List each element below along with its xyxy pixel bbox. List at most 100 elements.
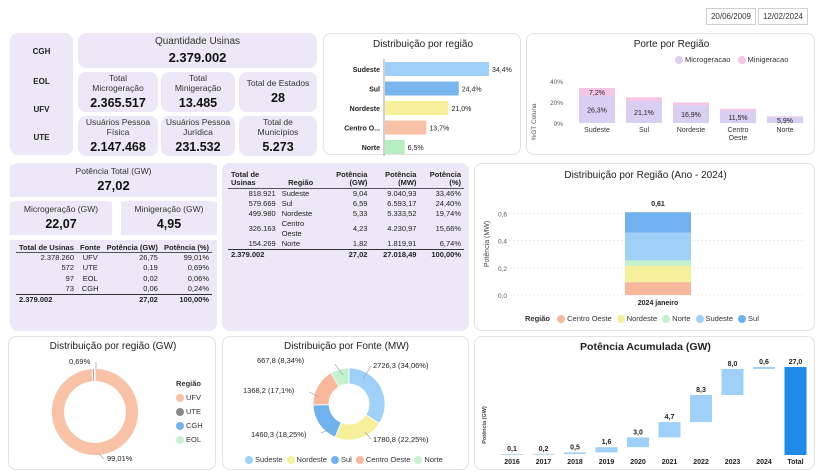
waterfall-bar[interactable]: [658, 422, 681, 438]
col-header[interactable]: Potência (%): [163, 243, 209, 252]
bar[interactable]: [385, 140, 405, 154]
bar-microgeracao[interactable]: [673, 105, 709, 123]
legend-label[interactable]: Nordeste: [626, 314, 658, 323]
legend-label[interactable]: Sul: [340, 455, 352, 464]
data-label: 1460,3 (18,25%): [251, 430, 307, 439]
data-label: 0,1: [507, 446, 517, 453]
waterfall-bar[interactable]: [690, 395, 712, 423]
table-row[interactable]: 73 CGH 0,06 0,24%: [16, 284, 212, 295]
leader-line: [362, 365, 372, 380]
chart-title: Distribuição por Fonte (MW): [283, 341, 410, 352]
bar-microgeracao[interactable]: [579, 95, 615, 123]
legend-label[interactable]: Norte: [424, 455, 443, 464]
col-header[interactable]: Potência (%): [429, 170, 461, 188]
table-cell: 4,23: [352, 223, 368, 233]
waterfall-bar[interactable]: [564, 452, 586, 455]
bar-minigeracao[interactable]: [720, 108, 756, 111]
col-header[interactable]: Total de Usinas: [231, 170, 260, 188]
table-cell: [77, 293, 104, 305]
bar[interactable]: [385, 101, 449, 115]
table-cell: 5.333,52: [387, 208, 417, 218]
col-header[interactable]: Potência (MW): [385, 170, 417, 188]
date-start[interactable]: 20/06/2009: [706, 8, 756, 25]
kpi-qtd-usinas: Quantidade Usinas 2.379.002: [78, 33, 317, 68]
legend-label[interactable]: Centro Oeste: [365, 455, 411, 464]
stack-segment[interactable]: [625, 265, 691, 283]
stack-segment[interactable]: [625, 260, 691, 266]
bar-microgeracao[interactable]: [626, 100, 662, 123]
legend-label[interactable]: Sudeste: [255, 455, 283, 464]
fonte-slicer-item[interactable]: EOL: [33, 77, 50, 86]
waterfall-bar[interactable]: [627, 437, 649, 448]
donut-slice[interactable]: [312, 404, 342, 438]
table-cell: 0,06%: [187, 273, 209, 283]
col-header[interactable]: Potência (GW): [336, 170, 368, 188]
table-row[interactable]: 97 EOL 0,02 0,06%: [16, 274, 212, 284]
stacked-column-chart: %GT Coluna 40% 20% 0% 26,3% 7,2% Sudeste 21,1%…: [531, 79, 803, 142]
fonte-slicer-item[interactable]: CGH: [32, 47, 51, 56]
chart-potencia-acumulada: Potência Acumulada (GW) Potência (GW) 0,…: [474, 336, 815, 470]
table-row[interactable]: 818.921 Sudeste 9,04 9.040,93 33,46%: [228, 188, 464, 199]
donut-slice[interactable]: [51, 368, 139, 456]
kpi-value: 4,95: [156, 216, 182, 231]
kpi-label: Total de Estados: [246, 78, 310, 89]
hbar-chart: Sudeste 34,4% Sul 24,4% Nordeste 21,0% Centro …: [344, 59, 512, 156]
legend-label[interactable]: Sudeste: [705, 314, 734, 323]
table-row[interactable]: 499.980 Nordeste 5,33 5.333,52 19,74%: [228, 209, 464, 219]
legend-item[interactable]: UFV: [176, 391, 203, 405]
bar-microgeracao[interactable]: [720, 110, 756, 123]
table-row[interactable]: 326.163 Centro Oeste 4,23 4.230,97 15,66%: [228, 219, 464, 239]
waterfall-bar[interactable]: [532, 453, 555, 455]
chart-title: Distribuição por região (GW): [49, 341, 177, 352]
legend-item[interactable]: EOL: [176, 433, 203, 447]
stack-segment[interactable]: [625, 212, 691, 233]
table-cell: Norte: [281, 239, 301, 249]
bar-minigeracao[interactable]: [767, 116, 803, 117]
bar-minigeracao[interactable]: [673, 102, 709, 106]
legend-label[interactable]: Nordeste: [296, 455, 327, 464]
fonte-slicer-item[interactable]: UFV: [33, 105, 50, 114]
waterfall-bar[interactable]: [784, 367, 807, 455]
chart-distribuicao-regiao: Distribuição por região Sudeste 34,4% Sul 2…: [323, 33, 521, 156]
col-header[interactable]: Total de Usinas: [19, 243, 74, 252]
table-cell: 99,01%: [183, 253, 209, 263]
waterfall-bar[interactable]: [595, 447, 618, 453]
y-tick-label: 20%: [550, 100, 563, 107]
bar-microgeracao[interactable]: [767, 116, 803, 123]
bar-minigeracao[interactable]: [626, 97, 662, 101]
bar[interactable]: [385, 81, 459, 96]
legend-label[interactable]: Sul: [748, 314, 759, 323]
col-header[interactable]: Região: [288, 178, 314, 188]
stack-segment[interactable]: [625, 232, 691, 261]
table-cell: 4.230,97: [387, 223, 417, 233]
legend-item[interactable]: UTE: [176, 405, 203, 419]
table-row[interactable]: 579.669 Sul 6,59 6.593,17 24,40%: [228, 199, 464, 209]
col-header[interactable]: Potência (GW): [106, 243, 158, 252]
legend-swatch: [286, 456, 295, 465]
kpi-estados: Total de Estados 28: [239, 72, 317, 112]
table-row[interactable]: 2.378.260 UFV 26,75 99,01%: [16, 253, 212, 264]
legend-item[interactable]: CGH: [176, 419, 203, 433]
table-cell: 1.819,91: [387, 239, 417, 249]
bar[interactable]: [385, 62, 489, 76]
waterfall-bar[interactable]: [721, 368, 744, 396]
kpi-label: Microgeração (GW): [23, 204, 99, 215]
table-row[interactable]: 572 UTE 0,19 0,69%: [16, 263, 212, 273]
table-row[interactable]: 154.269 Norte 1,82 1.819,91 6,74%: [228, 239, 464, 250]
date-end[interactable]: 12/02/2024: [758, 8, 808, 25]
legend-swatch: [176, 394, 184, 403]
donut-slice[interactable]: [330, 367, 350, 388]
waterfall-bar[interactable]: [501, 454, 523, 455]
waterfall-bar[interactable]: [753, 367, 775, 369]
legend-label[interactable]: Centro Oeste: [567, 314, 612, 323]
bar-minigeracao[interactable]: [579, 88, 615, 96]
kpi-value: 22,07: [45, 216, 77, 231]
col-header[interactable]: Fonte: [80, 243, 101, 252]
fonte-slicer-item[interactable]: UTE: [33, 133, 50, 142]
legend-swatch: [176, 436, 184, 445]
table-total-row[interactable]: 2.379.002 27,02 27.018,49 100,00%: [228, 249, 464, 261]
table-total-row[interactable]: 2.379.002 27,02 100,00%: [16, 293, 212, 305]
legend-label[interactable]: Norte: [672, 314, 691, 323]
bar[interactable]: [385, 120, 427, 135]
stack-segment[interactable]: [625, 282, 691, 295]
